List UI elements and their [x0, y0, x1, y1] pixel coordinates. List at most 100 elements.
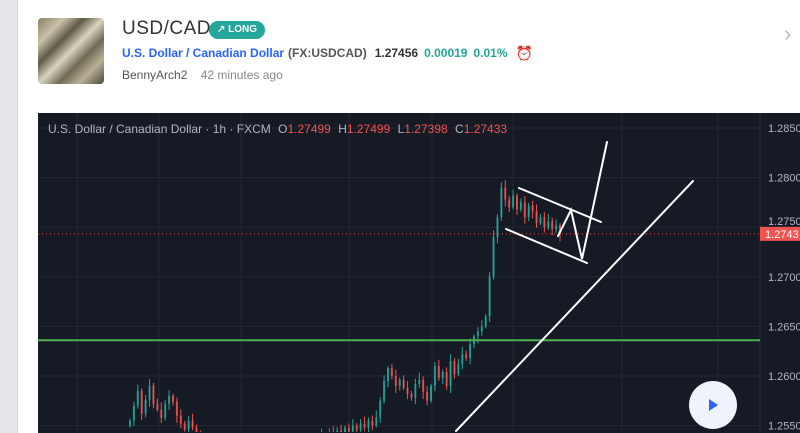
candle-body	[492, 237, 495, 277]
legend-interval: 1h	[212, 122, 227, 136]
legend-source: FXCM	[236, 122, 271, 136]
candle-body	[351, 425, 354, 432]
candle-body	[430, 385, 432, 401]
price-chart[interactable]: 1.2850 1.2800 1.2750 1.2700 1.2650 1.2600 1.25…	[38, 113, 800, 433]
candle-body	[516, 195, 518, 210]
candle-body	[187, 420, 190, 430]
candle-body	[508, 199, 511, 208]
candle-body	[402, 379, 405, 388]
candle-body	[453, 361, 456, 375]
candle-body	[140, 390, 143, 414]
symbol-info: U.S. Dollar / Canadian Dollar (FX:USDCAD…	[122, 46, 533, 60]
candle-body	[535, 211, 538, 224]
candle-body	[144, 399, 147, 414]
candle-body	[132, 405, 135, 421]
candle-body	[461, 354, 464, 365]
candle-body	[441, 372, 444, 378]
price-change-pct: 0.01%	[473, 46, 508, 60]
y-tick-label: 1.2850	[768, 123, 800, 135]
symbol-link[interactable]: (FX:USDCAD)	[288, 46, 367, 60]
candle-body	[375, 417, 378, 426]
candle-body	[488, 276, 491, 317]
candle-body	[191, 420, 194, 428]
candle-body	[160, 409, 163, 418]
candle-body	[414, 383, 417, 398]
candle-body	[367, 420, 370, 428]
candle-body	[504, 187, 507, 200]
legend-open: 1.27499	[287, 122, 331, 136]
legend-o-label: O	[278, 122, 288, 136]
chart-legend: U.S. Dollar / Canadian Dollar · 1h · FXC…	[48, 122, 508, 136]
candle-body	[195, 427, 198, 432]
current-price-label: 1.2743	[765, 229, 799, 241]
candle-body	[136, 390, 139, 406]
candle-body	[445, 372, 448, 386]
play-button[interactable]	[689, 381, 737, 429]
candle-body	[496, 217, 499, 238]
y-tick-label: 1.2800	[768, 173, 800, 185]
current-price-label-bg	[760, 226, 800, 241]
candle-body	[156, 403, 159, 410]
candle-body	[175, 401, 178, 416]
y-tick-label: 1.2700	[768, 272, 800, 284]
candle-body	[340, 430, 343, 432]
candle-body	[383, 380, 386, 401]
published-time: 42 minutes ago	[200, 68, 283, 82]
instrument-link[interactable]: U.S. Dollar / Canadian Dollar	[122, 46, 285, 60]
y-tick-label: 1.2750	[768, 216, 800, 228]
candle-body	[512, 195, 515, 208]
candle-body	[398, 379, 401, 386]
candle-body	[547, 221, 550, 228]
candle-body	[347, 427, 350, 432]
candle-body	[539, 217, 542, 224]
candle-body	[422, 379, 425, 392]
long-badge: ↗ LONG	[209, 21, 266, 39]
candle-body	[152, 385, 155, 404]
candle-body	[523, 202, 526, 218]
chart-canvas: 1.2850 1.2800 1.2750 1.2700 1.2650 1.2600 1.25…	[38, 113, 800, 433]
projection-zigzag	[557, 141, 608, 260]
play-icon	[709, 399, 718, 411]
candle-body	[179, 415, 182, 424]
y-tick-label: 1.2550	[768, 421, 800, 433]
candle-body	[449, 361, 452, 386]
flag-lower-line	[505, 228, 588, 264]
legend-c-label: C	[455, 122, 464, 136]
candle-body	[129, 420, 131, 426]
chevron-right-icon[interactable]: ›	[784, 21, 792, 46]
candle-body	[433, 366, 436, 386]
candle-body	[410, 393, 413, 398]
price-change: 0.00019	[424, 46, 468, 60]
candle-body	[406, 387, 409, 394]
y-tick-label: 1.2600	[768, 371, 800, 383]
candle-body	[465, 354, 468, 359]
candle-body	[363, 423, 366, 428]
trend-line	[455, 180, 694, 432]
candle-body	[172, 395, 174, 402]
add-alert-icon[interactable]: ⏰	[515, 45, 533, 61]
candle-body	[480, 326, 483, 332]
candle-body	[390, 368, 393, 376]
idea-thumbnail[interactable]	[38, 18, 104, 84]
candle-body	[371, 420, 374, 426]
candle-body	[418, 379, 421, 384]
legend-l-label: L	[397, 122, 405, 136]
candle-body	[164, 403, 167, 418]
left-panel-edge	[0, 0, 18, 433]
candle-body	[379, 400, 382, 418]
legend-name: U.S. Dollar / Canadian Dollar	[48, 122, 203, 136]
candle-body	[437, 366, 440, 378]
legend-low: 1.27398	[404, 122, 448, 136]
candle-body	[355, 425, 358, 430]
flag-upper-line	[518, 187, 602, 223]
candle-body	[551, 221, 554, 230]
author-link[interactable]: BennyArch2	[122, 68, 188, 82]
legend-h-label: H	[338, 122, 347, 136]
candle-body	[484, 316, 487, 327]
candle-body	[527, 205, 530, 218]
candle-body	[543, 217, 546, 228]
candle-body	[559, 225, 561, 235]
candle-body	[519, 202, 522, 210]
candle-body	[469, 344, 472, 359]
candle-body	[426, 391, 429, 401]
